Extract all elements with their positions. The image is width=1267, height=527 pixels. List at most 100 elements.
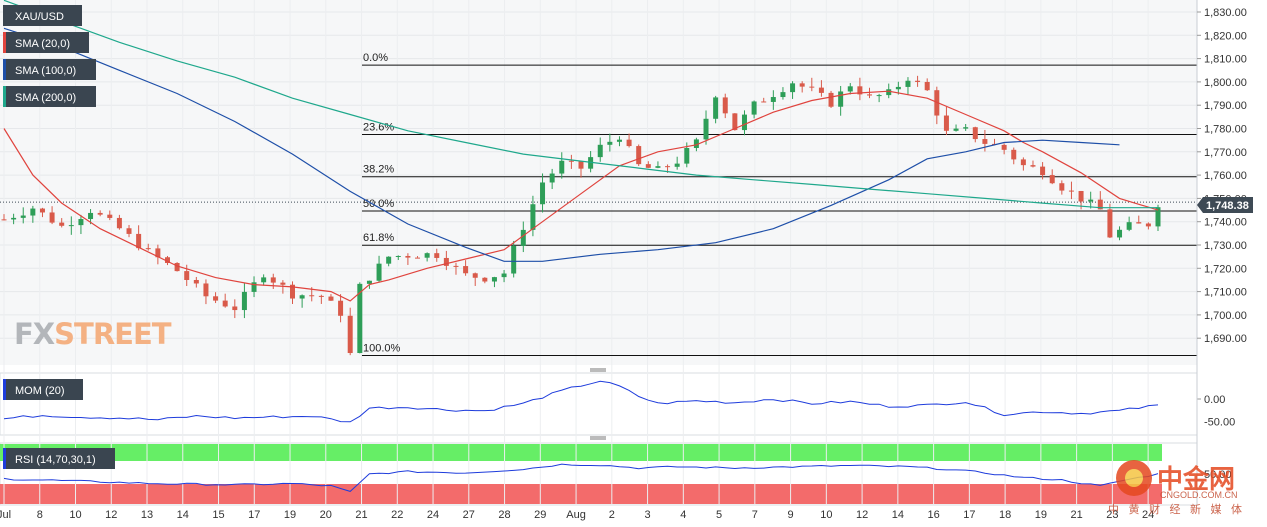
main-panel[interactable] [0,0,1197,365]
candle-body [145,248,151,250]
candle-body [59,222,65,226]
y-tick-label: 1,700.00 [1204,310,1247,322]
y-tick-label: 1,760.00 [1204,170,1247,182]
legend-sma20[interactable]: SMA (20,0) [3,32,89,53]
candle-body [424,253,430,258]
candle-body [511,245,517,274]
panel-splitter-handle[interactable] [590,436,606,440]
legend-sma200[interactable]: SMA (200,0) [3,86,96,107]
candle-body [232,306,238,311]
candle-body [790,83,796,93]
candle-body [838,91,844,107]
x-tick-label: Jul [0,509,11,521]
mom-panel[interactable] [0,372,1198,436]
sma100-label: SMA (100,0) [15,65,76,77]
mom-tick-label: -50.00 [1204,417,1235,429]
y-tick-label: 1,810.00 [1204,54,1247,66]
legend-mom[interactable]: MOM (20) [3,379,83,400]
candle-body [213,296,219,301]
candle-body [809,86,815,88]
y-tick-label: 1,800.00 [1204,77,1247,89]
candle-body [559,160,565,174]
sma20-label: SMA (20,0) [15,38,70,50]
candle-body [943,115,949,131]
fib-label: 23.6% [363,122,394,134]
candle-body [1049,175,1055,184]
sma-line [3,27,1120,262]
x-tick-label: 5 [716,509,722,521]
sma-line [3,90,1159,302]
x-tick-label: 15 [212,509,224,521]
candle-body [405,255,411,258]
legend-rsi[interactable]: RSI (14,70,30,1) [3,448,115,469]
candle-body [741,114,747,131]
candle-body [665,166,671,168]
x-tick-label: 28 [498,509,510,521]
y-tick-label: 1,710.00 [1204,287,1247,299]
x-tick-label: 12 [105,509,117,521]
candle-body [251,282,257,292]
candle-body [318,295,324,297]
x-tick-label: 27 [463,509,475,521]
legend-sma100[interactable]: SMA (100,0) [3,59,96,80]
candle-body [1155,207,1161,227]
candle-body [578,161,584,169]
x-tick-label: 12 [856,509,868,521]
candle-body [1097,199,1103,210]
rsi-label: RSI (14,70,30,1) [15,454,96,466]
legend-symbol[interactable]: XAU/USD [3,5,82,26]
cn-tagline: 中 黄 财 经 新 媒 体 [1108,502,1245,516]
candle-body [164,257,170,263]
x-tick-label: 22 [391,509,403,521]
candle-body [491,277,497,282]
y-tick-label: 1,780.00 [1204,124,1247,136]
y-tick-label: 1,690.00 [1204,333,1247,345]
candle-body [174,262,180,272]
candle-body [1,219,7,221]
candle-body [443,257,449,266]
x-tick-label: 14 [892,509,904,521]
y-axis-ticks: 1,830.00 1,820.00 1,810.00 1,800.00 1,790.00… [1197,7,1247,345]
y-tick-label: 1,770.00 [1204,147,1247,159]
candle-body [328,296,334,301]
candle-body [674,163,680,167]
rsi-overbought-band [0,444,1162,461]
candle-body [1068,190,1074,192]
x-tick-label: 13 [141,509,153,521]
candle-body [713,97,719,119]
candle-body [636,146,642,165]
candle-body [963,127,969,129]
candle-body [347,315,353,354]
x-tick-label: 19 [284,509,296,521]
candle-body [1011,149,1017,160]
panel-splitter-handle[interactable] [590,368,606,372]
candle-body [607,141,613,145]
candle-body [751,101,757,115]
y-tick-label: 1,720.00 [1204,263,1247,275]
cngold-watermark: 中金网 CNGOLD.COM.CN 中 黄 财 经 新 媒 体 [1108,460,1245,516]
candle-body [155,248,161,258]
candle-body [376,263,382,281]
candle-body [116,217,122,229]
candle-body [11,217,17,220]
candle-body [482,277,488,282]
x-tick-label: 7 [752,509,758,521]
candle-body [136,233,142,249]
x-tick-label: 10 [69,509,81,521]
candle-body [1126,222,1132,230]
x-tick-label: 4 [680,509,686,521]
x-tick-label: 21 [1070,509,1082,521]
momentum-line: 0.00 -50.00 [3,380,1235,429]
x-tick-label: 24 [1142,509,1154,521]
candle-body [1059,183,1065,191]
x-tick-label: 17 [963,509,975,521]
y-tick-label: 1,730.00 [1204,240,1247,252]
candle-body [472,273,478,278]
logo-street: STREET [54,317,172,351]
candle-body [1088,199,1094,202]
candle-body [549,173,555,183]
candle-body [434,253,440,258]
candle-body [386,256,392,264]
last-price: 1,748.38 [1206,200,1249,212]
